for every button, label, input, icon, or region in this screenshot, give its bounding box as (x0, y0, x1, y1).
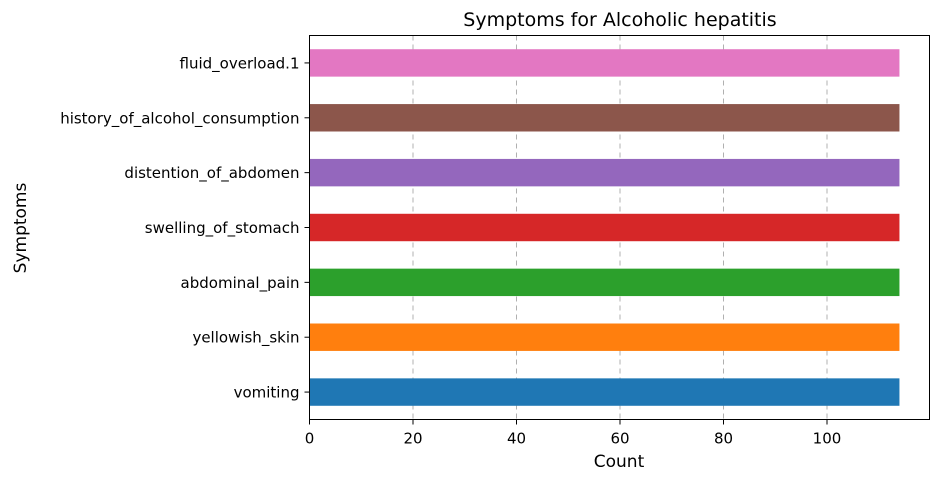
x-tick-label: 40 (507, 430, 526, 448)
bar-abdominal-pain (309, 268, 900, 297)
x-axis-label: Count (594, 452, 645, 472)
y-axis-ticks: vomiting yellowish_skin abdominal_pain swel… (60, 54, 310, 402)
bars (309, 49, 900, 406)
bar-fluid-overload-1 (309, 49, 900, 77)
bar-history-of-alcohol-consumption (309, 104, 900, 132)
y-tick-label: abdominal_pain (181, 274, 300, 293)
x-tick-label: 100 (813, 430, 842, 448)
y-tick-label: swelling_of_stomach (145, 219, 300, 238)
x-tick-label: 0 (305, 430, 315, 448)
y-tick-label: yellowish_skin (192, 329, 299, 348)
x-tick-label: 80 (714, 430, 733, 448)
y-tick-label: history_of_alcohol_consumption (60, 109, 299, 128)
bar-yellowish-skin (309, 323, 900, 351)
chart-title: Symptoms for Alcoholic hepatitis (463, 9, 776, 31)
bar-vomiting (309, 378, 900, 406)
y-axis-label: Symptoms (11, 183, 31, 274)
y-tick-label: vomiting (234, 384, 300, 402)
bar-swelling-of-stomach (309, 213, 900, 242)
y-tick-label: distention_of_abdomen (124, 164, 299, 183)
x-tick-label: 60 (610, 430, 629, 448)
bar-distention-of-abdomen (309, 158, 900, 187)
y-tick-label: fluid_overload.1 (180, 54, 300, 73)
x-axis-ticks: 0 20 40 60 80 100 (305, 419, 842, 448)
x-tick-label: 20 (403, 430, 422, 448)
